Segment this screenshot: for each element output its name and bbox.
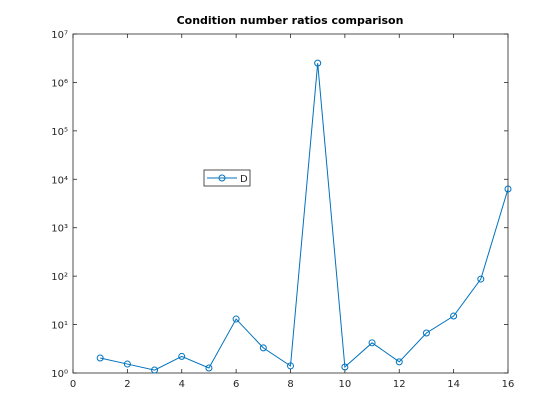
y-tick-label: 10⁰ xyxy=(51,369,68,380)
y-tick-label: 10⁷ xyxy=(51,30,68,41)
data-point xyxy=(504,185,512,193)
data-point xyxy=(395,358,403,366)
y-tick-label: 10⁵ xyxy=(51,127,68,138)
y-tick-label: 10⁴ xyxy=(51,175,68,186)
data-point xyxy=(341,363,349,371)
x-tick-label: 6 xyxy=(233,379,239,390)
legend: D xyxy=(203,169,251,187)
data-point xyxy=(477,275,485,283)
x-tick-label: 12 xyxy=(393,379,406,390)
data-point xyxy=(422,329,430,337)
y-tick-label: 10¹ xyxy=(51,321,68,332)
chart-title: Condition number ratios comparison xyxy=(177,14,404,27)
x-tick-label: 0 xyxy=(70,379,76,390)
x-tick-label: 4 xyxy=(179,379,185,390)
y-tick-label: 10⁶ xyxy=(51,78,68,89)
y-tick-label: 10³ xyxy=(51,224,68,235)
x-tick-label: 10 xyxy=(339,379,352,390)
data-point xyxy=(259,344,267,352)
data-point xyxy=(287,362,294,370)
legend-marker xyxy=(218,174,226,182)
data-point xyxy=(96,354,104,362)
y-tick-label: 10² xyxy=(51,272,68,283)
data-point xyxy=(232,315,240,323)
x-tick-label: 14 xyxy=(447,379,460,390)
data-point xyxy=(450,312,458,320)
data-point xyxy=(123,360,131,368)
data-point xyxy=(151,366,159,374)
legend-label: D xyxy=(240,174,248,185)
data-point xyxy=(314,59,322,67)
plot-area xyxy=(72,33,509,374)
series-line xyxy=(100,63,509,371)
x-tick-label: 8 xyxy=(287,379,293,390)
data-point xyxy=(205,364,213,372)
data-point xyxy=(368,339,376,347)
x-tick-label: 2 xyxy=(124,379,130,390)
data-point xyxy=(178,352,186,360)
x-tick-label: 16 xyxy=(502,379,515,390)
